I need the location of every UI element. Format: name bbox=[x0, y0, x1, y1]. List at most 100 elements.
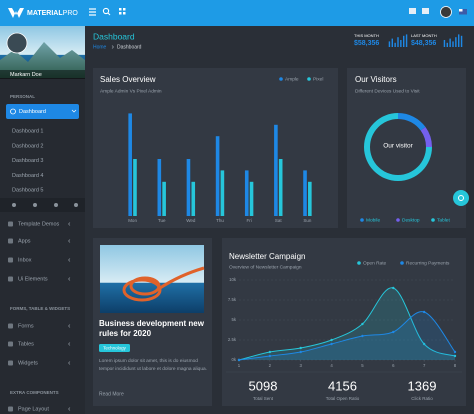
nav-item[interactable]: Inbox bbox=[18, 257, 32, 263]
bar bbox=[446, 42, 448, 47]
y-tick-label: 7.5k bbox=[228, 297, 237, 302]
legend-label: Mobile bbox=[366, 217, 380, 223]
blog-tag[interactable]: Technology bbox=[103, 345, 127, 350]
x-tick-label: 6 bbox=[392, 363, 395, 368]
nav-item[interactable]: Apps bbox=[18, 238, 31, 244]
nav-item[interactable]: Page Layout bbox=[18, 406, 49, 412]
x-tick-label: Wed bbox=[186, 218, 196, 223]
nav-subitem[interactable]: Dashboard 4 bbox=[12, 173, 44, 179]
nav-chevron bbox=[68, 361, 71, 365]
bar bbox=[460, 35, 463, 47]
sidebar-icon-strip bbox=[0, 198, 85, 212]
bar bbox=[400, 40, 402, 47]
nav-chevron bbox=[68, 277, 71, 281]
point bbox=[268, 354, 272, 358]
x-tick-label: Tue bbox=[158, 218, 166, 223]
card-newsletter bbox=[222, 238, 466, 406]
language-flag[interactable] bbox=[459, 9, 467, 15]
stat-label: THIS MONTH bbox=[354, 33, 379, 38]
x-tick-label: Sat bbox=[275, 218, 283, 223]
area bbox=[239, 287, 455, 360]
x-tick-label: 4 bbox=[330, 363, 333, 368]
user-avatar[interactable] bbox=[440, 6, 452, 18]
apps-icon[interactable] bbox=[119, 8, 126, 15]
point bbox=[361, 334, 364, 338]
message-icon[interactable] bbox=[422, 8, 429, 14]
nav-subitem[interactable]: Dashboard 1 bbox=[12, 128, 44, 134]
nav-icon bbox=[8, 276, 13, 282]
stat-caption: Total Open Ratio bbox=[326, 396, 360, 401]
x-tick-label: Fri bbox=[247, 218, 252, 223]
nav-subitem[interactable]: Dashboard 5 bbox=[12, 188, 44, 194]
nav-chevron bbox=[68, 324, 71, 328]
point bbox=[361, 322, 364, 326]
point bbox=[330, 342, 333, 346]
blog-title-box: Business development new rules for 2020 bbox=[99, 319, 204, 338]
bar bbox=[388, 41, 391, 47]
legend-marker bbox=[357, 261, 361, 265]
nav-item[interactable]: Tables bbox=[18, 341, 34, 347]
bar bbox=[274, 124, 278, 216]
x-tick-label: 7 bbox=[423, 363, 426, 368]
x-tick-label: 8 bbox=[454, 363, 457, 368]
profile-mountains bbox=[0, 42, 85, 78]
point bbox=[392, 286, 395, 290]
breadcrumb-home[interactable]: Home bbox=[93, 44, 107, 50]
nav-item[interactable]: Widgets bbox=[18, 360, 38, 366]
blog-tag-bg bbox=[99, 344, 130, 352]
nav-subitem[interactable]: Dashboard 3 bbox=[12, 158, 44, 164]
bar bbox=[133, 159, 137, 216]
nav-item-active[interactable]: Dashboard bbox=[19, 109, 46, 115]
nav-item[interactable]: Ui Elements bbox=[18, 276, 48, 282]
point bbox=[453, 354, 457, 358]
legend-marker bbox=[360, 218, 364, 222]
menu-group: Template Demos Apps Inbox Ui Elements bbox=[8, 221, 71, 282]
x-tick-label: Mon bbox=[128, 218, 137, 223]
nav-item[interactable]: Template Demos bbox=[18, 221, 60, 227]
bar bbox=[452, 41, 454, 47]
bar bbox=[449, 38, 451, 47]
blog-image-rope bbox=[122, 266, 205, 302]
brand-bold: MATERIAL bbox=[27, 10, 63, 17]
y-tick-label: 10k bbox=[229, 277, 237, 282]
nav-icon bbox=[8, 360, 13, 366]
legend-marker bbox=[279, 77, 283, 81]
stat-value: $58,356 bbox=[354, 40, 379, 47]
profile-name[interactable]: Markarn Doe bbox=[10, 72, 42, 78]
legend-label: Recurring Payments bbox=[406, 260, 450, 266]
legend-label: Desktop bbox=[402, 217, 420, 223]
y-tick-label: 5k bbox=[231, 317, 236, 322]
donut-segment bbox=[420, 127, 432, 147]
nav-chevron bbox=[68, 407, 71, 411]
bar bbox=[186, 159, 191, 216]
menu-toggle[interactable] bbox=[89, 8, 96, 16]
nav-chevron bbox=[68, 258, 71, 262]
legend-label: Ample bbox=[285, 76, 299, 82]
nav-icon bbox=[8, 323, 13, 329]
search-icon[interactable] bbox=[102, 7, 111, 16]
nav-icon bbox=[8, 341, 13, 347]
nav-subitem[interactable]: Dashboard 2 bbox=[12, 143, 44, 149]
x-tick-label: 3 bbox=[300, 363, 303, 368]
stat-caption: Total Sent bbox=[253, 396, 274, 401]
nav-heading: EXTRA COMPONENTS bbox=[10, 390, 59, 395]
legend-label: Pixel bbox=[313, 76, 323, 82]
sidebar-icons bbox=[12, 203, 78, 207]
nav-chevron bbox=[68, 239, 71, 243]
x-tick-label: 2 bbox=[269, 363, 272, 368]
area bbox=[239, 311, 455, 360]
nav-chevron bbox=[68, 222, 71, 226]
mail-icon[interactable] bbox=[409, 8, 416, 14]
blog-text-box: Lorem ipsum dolor sit amet, this is do e… bbox=[99, 359, 207, 372]
bar bbox=[128, 113, 132, 216]
nav-item[interactable]: Forms bbox=[18, 323, 34, 329]
point bbox=[453, 350, 457, 354]
blog-read-more[interactable]: Read More bbox=[99, 391, 124, 397]
point bbox=[237, 358, 241, 362]
card-title: Sales Overview bbox=[100, 75, 156, 84]
settings-button[interactable] bbox=[453, 190, 469, 206]
blog-text: Lorem ipsum dolor sit amet, this is do e… bbox=[99, 359, 207, 372]
blog-title[interactable]: Business development new rules for 2020 bbox=[99, 319, 204, 338]
bar bbox=[215, 136, 220, 216]
